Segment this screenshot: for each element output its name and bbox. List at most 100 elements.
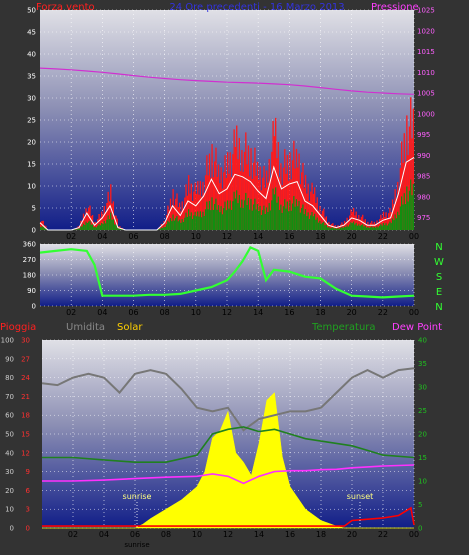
wind-green-bar xyxy=(301,208,303,230)
wind-green-bar xyxy=(399,206,402,230)
wind-green-bar xyxy=(243,200,246,230)
wind-bar xyxy=(198,194,200,230)
wind-bar xyxy=(349,215,351,230)
wind-green-bar xyxy=(94,226,96,230)
wind-green-bar xyxy=(336,228,338,230)
wind-bar xyxy=(216,176,218,230)
wind-bar xyxy=(291,160,294,230)
y-tick-label: 20 xyxy=(418,431,427,439)
y-tick-label: 9 xyxy=(26,468,30,476)
y-tick-label: 40 xyxy=(5,449,14,457)
wind-bar xyxy=(106,202,108,230)
y-tick-label: 60 xyxy=(5,412,14,420)
y-tick-label: 45 xyxy=(27,29,36,37)
wind-bar xyxy=(163,220,165,230)
wind-green-bar xyxy=(256,204,259,230)
wind-bar xyxy=(373,221,376,230)
wind-green-bar xyxy=(159,228,161,230)
y-tick-label: 15 xyxy=(27,161,36,169)
dir-label-w: W xyxy=(434,257,444,268)
wind-bar xyxy=(219,183,221,230)
wind-green-bar xyxy=(269,210,272,230)
x-tick-label: 04 xyxy=(97,308,107,317)
x-tick-label: 02 xyxy=(66,308,76,317)
wind-green-bar xyxy=(360,224,363,230)
wind-green-bar xyxy=(271,200,273,230)
wind-green-bar xyxy=(314,213,316,230)
wind-bar xyxy=(263,165,265,230)
wind-green-bar xyxy=(351,223,353,230)
wind-green-bar xyxy=(295,199,298,230)
wind-green-bar xyxy=(402,204,404,230)
wind-green-bar xyxy=(242,207,244,230)
wind-green-bar xyxy=(406,186,408,230)
wind-bar xyxy=(378,219,381,230)
wind-bar xyxy=(242,171,244,230)
y-tick-label: 1000 xyxy=(417,110,435,118)
wind-bar xyxy=(255,175,257,230)
wind-bar xyxy=(299,184,302,230)
wind-bar xyxy=(367,221,369,230)
wind-bar xyxy=(186,195,189,230)
wind-green-bar xyxy=(102,224,104,230)
wind-green-bar xyxy=(304,209,307,230)
wind-bar xyxy=(182,208,185,230)
wind-green-bar xyxy=(410,179,412,230)
wind-green-bar xyxy=(376,226,378,230)
wind-green-bar xyxy=(321,222,324,230)
wind-green-bar xyxy=(297,206,299,230)
wind-bar xyxy=(364,219,366,230)
y-tick-label: 20 xyxy=(5,487,14,495)
wind-bar xyxy=(220,167,222,230)
wind-green-bar xyxy=(365,227,368,230)
x-tick-label: 10 xyxy=(191,308,201,317)
wind-green-bar xyxy=(114,224,116,230)
wind-green-bar xyxy=(89,220,91,230)
pressure-right-axis: 975 980 985 990 995 1000 1005 1010 1015 1020 1025 xyxy=(417,7,435,223)
wind-green-bar xyxy=(395,218,398,230)
wind-green-bar xyxy=(185,212,187,230)
wind-green-bar xyxy=(104,223,107,230)
x-tick-label: 14 xyxy=(253,308,263,317)
humidity-solar-panel: Pioggia Umidita Solar Temperatura Dew Po… xyxy=(0,322,442,549)
wind-green-bar xyxy=(355,223,357,230)
y-tick-label: 18 xyxy=(21,412,30,420)
wind-bar xyxy=(239,171,242,230)
wind-bar xyxy=(385,212,387,230)
wind-bar xyxy=(267,182,269,230)
wind-bar xyxy=(321,210,324,230)
wind-green-bar xyxy=(97,225,99,230)
x-tick-label: 00 xyxy=(409,308,419,317)
wind-bar xyxy=(195,193,198,230)
wind-green-bar xyxy=(167,220,169,230)
wind-green-bar xyxy=(165,224,168,230)
wind-green-bar xyxy=(346,225,348,230)
y-tick-label: 40 xyxy=(418,337,427,345)
wind-green-bar xyxy=(80,226,82,230)
wind-bar xyxy=(241,150,243,230)
wind-green-bar xyxy=(384,225,386,230)
wind-green-bar xyxy=(341,227,343,230)
wind-bar xyxy=(85,208,87,230)
wind-green-bar xyxy=(75,229,77,230)
wind-bar xyxy=(232,154,234,230)
x-tick-label: 10 xyxy=(191,232,201,241)
wind-bar xyxy=(111,203,113,230)
wind-green-bar xyxy=(219,212,221,230)
y-tick-label: 1015 xyxy=(417,48,435,56)
x-tick-label: 20 xyxy=(347,530,357,539)
wind-green-bar xyxy=(389,221,391,230)
y-tick-label: 25 xyxy=(27,117,36,125)
wind-bar xyxy=(103,206,105,230)
wind-green-bar xyxy=(276,202,278,230)
dewpoint-line xyxy=(42,464,415,485)
wind-bar xyxy=(289,152,291,230)
y-tick-label: 80 xyxy=(5,374,14,382)
wind-green-bar xyxy=(90,224,92,230)
direction-labels: N W S E N xyxy=(434,242,444,313)
wind-bar xyxy=(180,211,182,230)
wind-bar xyxy=(316,197,318,230)
wind-green-bar xyxy=(377,227,379,230)
x-tick-label: 16 xyxy=(285,530,295,539)
humidity-label: Umidita xyxy=(66,322,105,333)
